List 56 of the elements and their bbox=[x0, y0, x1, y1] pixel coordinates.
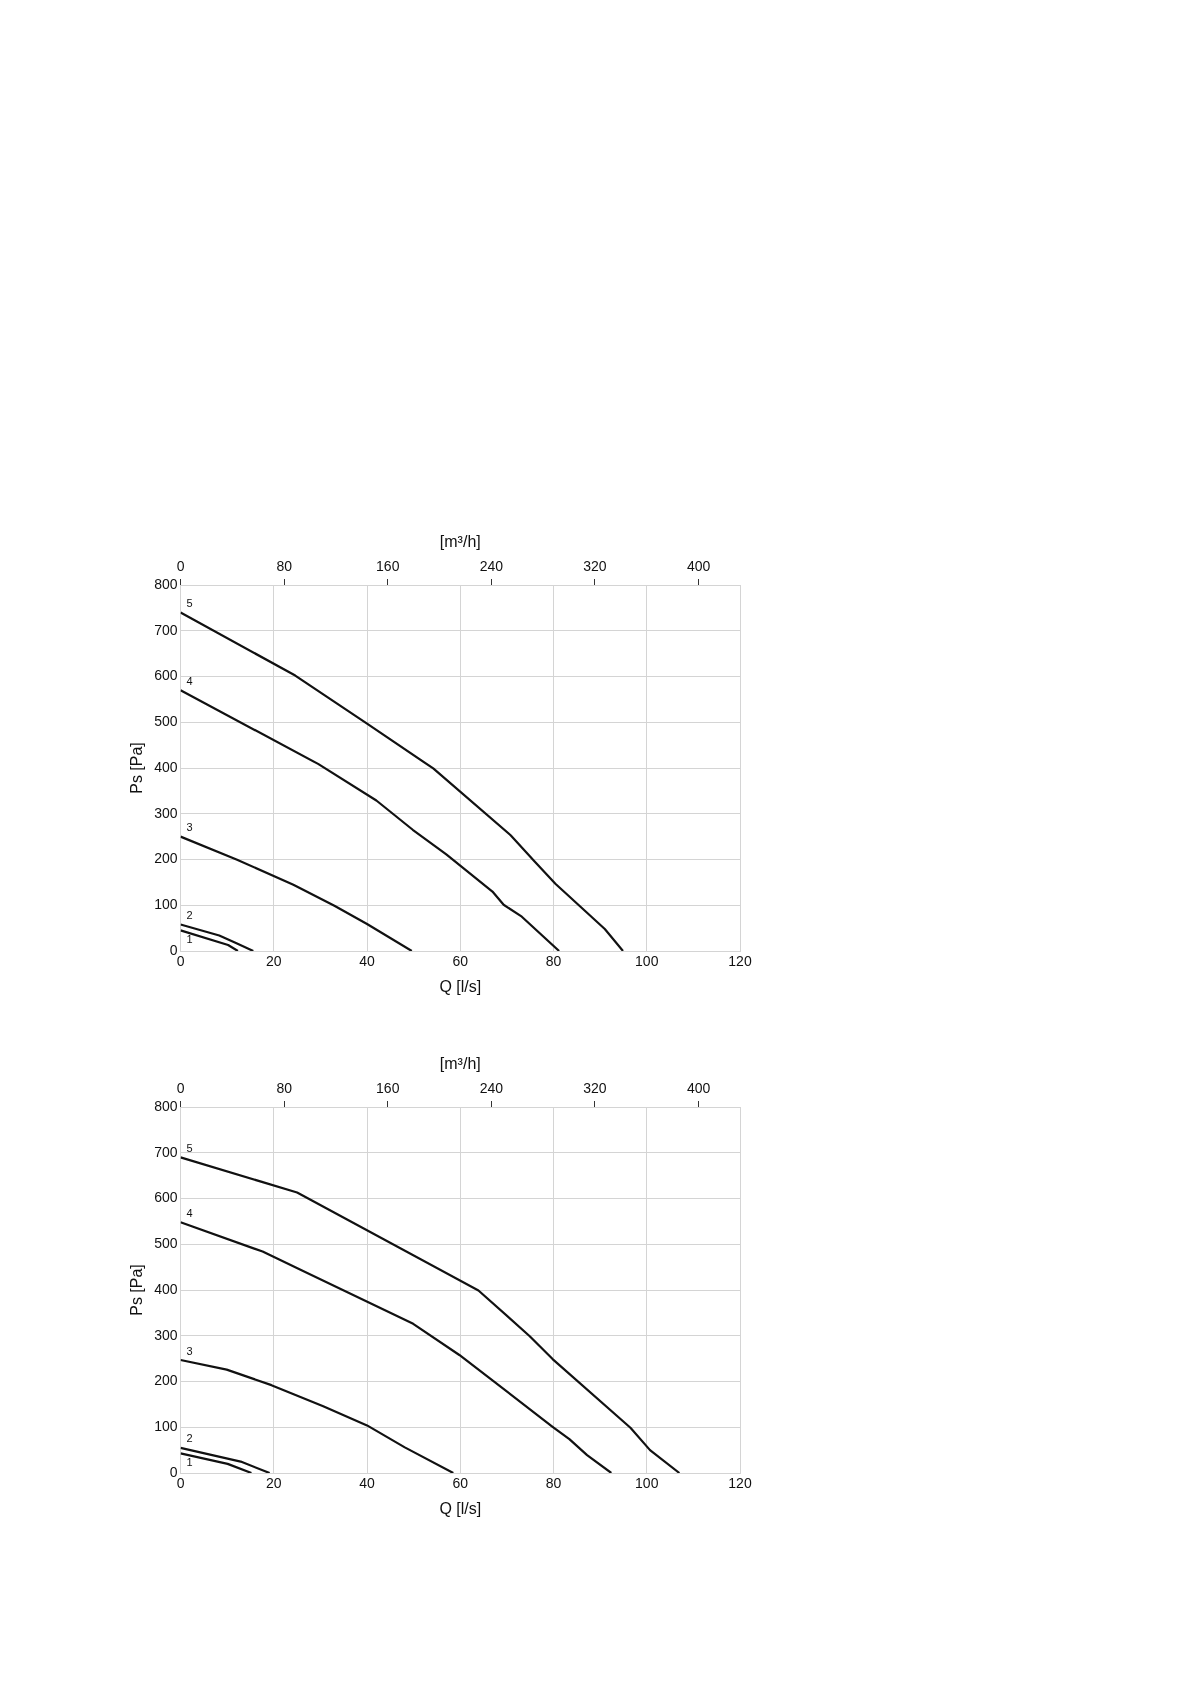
y-tick-label: 300 bbox=[154, 1326, 178, 1343]
series-label: 4 bbox=[186, 1206, 193, 1219]
x2-tick-label: 240 bbox=[479, 558, 504, 575]
x-tick-label: 100 bbox=[635, 1475, 659, 1492]
y-tick-label: 0 bbox=[169, 941, 178, 958]
series-label: 2 bbox=[186, 1432, 193, 1445]
y-tick-label: 500 bbox=[154, 1235, 178, 1252]
x2-tick-label: 160 bbox=[376, 558, 400, 575]
series-label: 3 bbox=[186, 1344, 193, 1357]
x2-tick-label: 400 bbox=[686, 558, 711, 575]
x-tick-label: 40 bbox=[359, 953, 376, 970]
y-tick-label: 700 bbox=[154, 621, 178, 638]
x-tick-label: 80 bbox=[545, 1475, 562, 1492]
y-tick-label: 100 bbox=[154, 896, 178, 913]
series-label: 4 bbox=[186, 674, 193, 687]
y-tick-label: 800 bbox=[154, 1097, 178, 1114]
y-tick-label: 100 bbox=[154, 1418, 178, 1435]
y-tick-label: 600 bbox=[154, 667, 178, 684]
y-tick-label: 200 bbox=[154, 850, 178, 867]
y-axis-title: Ps [Pa] bbox=[128, 742, 146, 794]
y-tick-label: 800 bbox=[154, 575, 178, 592]
x2-tick-label: 80 bbox=[276, 558, 293, 575]
series-label: 5 bbox=[186, 596, 193, 609]
x2-axis-title: [m³/h] bbox=[439, 533, 481, 551]
x-tick-label: 120 bbox=[728, 1475, 752, 1492]
x2-tick-label: 160 bbox=[376, 1080, 400, 1097]
x-axis-title: Q [l/s] bbox=[439, 1499, 482, 1517]
series-label: 3 bbox=[186, 821, 193, 834]
x2-tick-label: 320 bbox=[583, 558, 607, 575]
x2-tick-label: 240 bbox=[479, 1080, 504, 1097]
x-tick-label: 20 bbox=[266, 953, 282, 970]
y-tick-label: 400 bbox=[154, 1280, 178, 1297]
y-tick-label: 300 bbox=[154, 804, 178, 821]
y-tick-label: 700 bbox=[154, 1143, 178, 1160]
x-axis-title: Q [l/s] bbox=[439, 977, 482, 995]
y-tick-label: 400 bbox=[154, 758, 178, 775]
series-label: 2 bbox=[186, 909, 193, 921]
y-tick-label: 200 bbox=[154, 1372, 178, 1389]
x2-tick-label: 80 bbox=[276, 1080, 293, 1097]
y-tick-label: 500 bbox=[154, 713, 178, 730]
series-label: 1 bbox=[186, 1455, 193, 1468]
x-tick-label: 40 bbox=[359, 1475, 376, 1492]
y-tick-label: 0 bbox=[169, 1463, 178, 1480]
x-tick-label: 80 bbox=[545, 953, 562, 970]
series-label: 5 bbox=[186, 1141, 193, 1154]
x-tick-label: 20 bbox=[266, 1475, 282, 1492]
x-tick-label: 60 bbox=[452, 1475, 469, 1492]
x-tick-label: 100 bbox=[635, 953, 659, 970]
x2-axis-title: [m³/h] bbox=[439, 1055, 481, 1073]
series-label: 1 bbox=[186, 932, 193, 945]
x2-tick-label: 320 bbox=[583, 1080, 607, 1097]
x2-tick-label: 400 bbox=[686, 1080, 711, 1097]
y-axis-title: Ps [Pa] bbox=[128, 1264, 146, 1316]
y-tick-label: 600 bbox=[154, 1189, 178, 1206]
x-tick-label: 120 bbox=[728, 953, 752, 970]
x-tick-label: 60 bbox=[452, 953, 469, 970]
